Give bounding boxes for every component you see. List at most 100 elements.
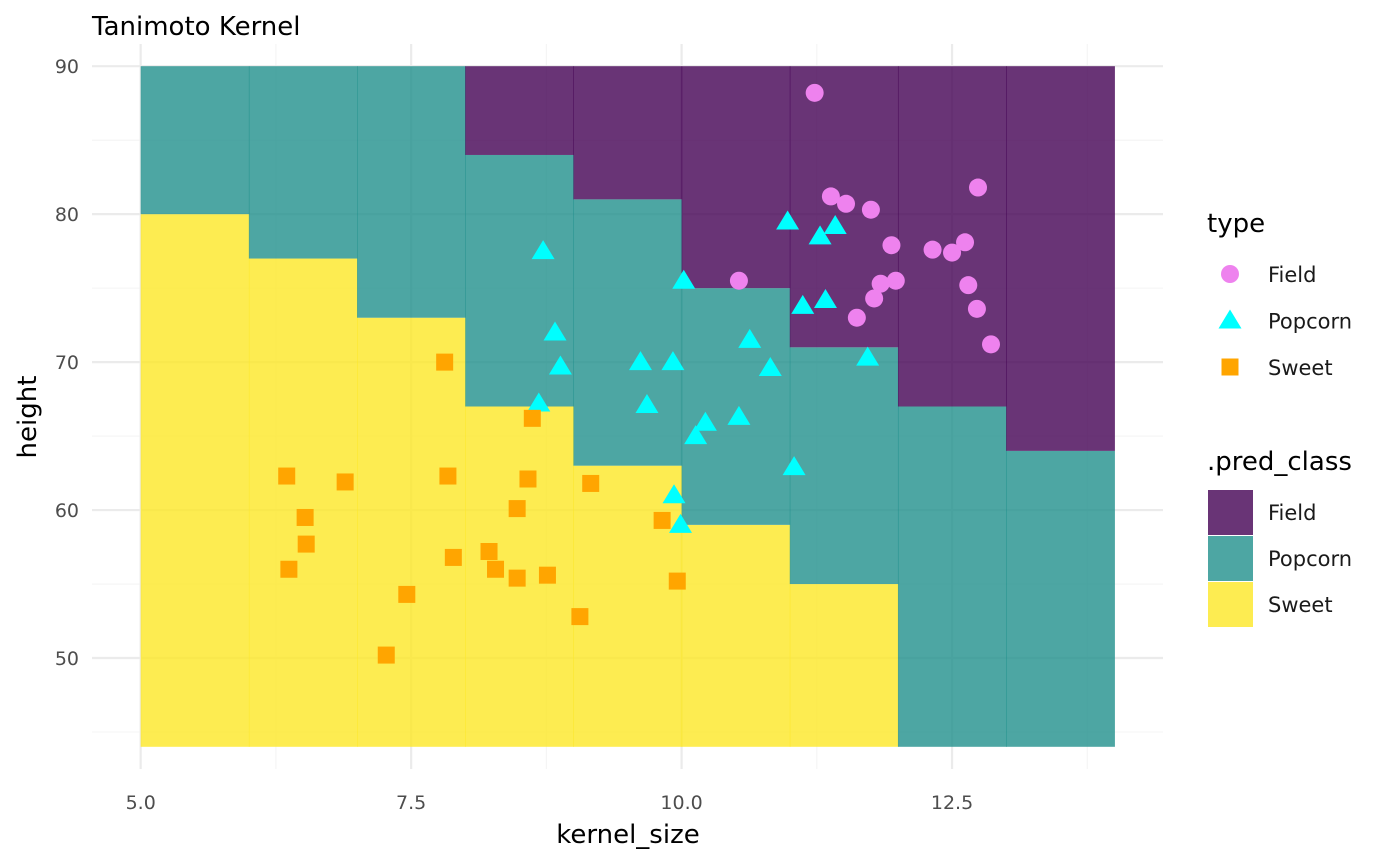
point-field [969, 178, 988, 197]
point-popcorn [635, 394, 659, 414]
legend-title-type: type [1207, 209, 1265, 239]
legend-label-pred-popcorn: Popcorn [1268, 547, 1352, 571]
point-field [886, 271, 905, 290]
point-popcorn [823, 214, 847, 234]
point-sweet [653, 511, 671, 529]
point-popcorn [628, 351, 652, 371]
point-field [956, 233, 975, 252]
point-field [729, 271, 748, 290]
point-popcorn [662, 484, 686, 504]
x-tick-label: 10.0 [660, 792, 702, 814]
point-popcorn [727, 405, 751, 425]
legend-swatch-field [1208, 490, 1253, 535]
point-sweet [336, 473, 354, 491]
point-popcorn [776, 210, 800, 230]
region-sweet [789, 584, 899, 747]
point-popcorn [813, 288, 837, 308]
point-popcorn [738, 328, 762, 348]
point-field [805, 83, 824, 102]
legend-label-pred-field: Field [1268, 501, 1316, 525]
region-popcorn [789, 347, 899, 585]
point-sweet [508, 500, 526, 518]
point-field [837, 194, 856, 213]
point-popcorn [548, 355, 572, 375]
point-sweet [480, 543, 498, 560]
point-sweet [398, 585, 416, 603]
legend-swatch-popcorn [1208, 536, 1253, 581]
point-field [847, 308, 866, 327]
point-popcorn [684, 425, 708, 445]
point-popcorn [661, 351, 685, 371]
region-popcorn [140, 66, 250, 215]
axis-ticks: 5.0 7.5 10.0 12.5 50 60 70 80 90 [55, 56, 973, 814]
legend-label-popcorn: Popcorn [1268, 310, 1352, 334]
region-field [1006, 66, 1115, 451]
point-popcorn [669, 513, 693, 533]
data-points [278, 83, 1000, 664]
point-sweet [280, 560, 298, 578]
y-tick-label: 50 [55, 648, 79, 670]
point-sweet [296, 508, 314, 526]
region-sweet [681, 524, 791, 747]
region-popcorn [573, 199, 683, 466]
legend-title-pred-class: .pred_class [1207, 447, 1352, 477]
legend-key-sweet [1221, 358, 1239, 376]
legend-label-pred-sweet: Sweet [1268, 593, 1333, 617]
legend-key-popcorn [1218, 309, 1242, 329]
region-popcorn [681, 288, 791, 525]
y-axis-title: height [13, 376, 43, 459]
point-sweet [668, 572, 686, 590]
point-sweet [436, 353, 454, 371]
legend-swatch-sweet [1208, 582, 1253, 627]
region-sweet [573, 465, 683, 747]
point-popcorn [791, 294, 815, 314]
point-popcorn [693, 411, 717, 431]
region-field [897, 66, 1007, 407]
region-sweet [248, 258, 358, 747]
legend-label-field: Field [1268, 263, 1316, 287]
region-sweet [357, 317, 466, 747]
point-field [943, 243, 962, 262]
x-axis-title: kernel_size [556, 820, 699, 850]
point-field [871, 274, 890, 293]
point-sweet [487, 560, 505, 578]
point-sweet [377, 646, 395, 664]
point-popcorn [531, 240, 555, 260]
y-tick-label: 60 [55, 500, 79, 522]
point-field [923, 240, 942, 259]
point-field [882, 236, 901, 255]
point-sweet [278, 467, 296, 485]
legend-key-field [1221, 265, 1239, 283]
point-sweet [519, 470, 537, 488]
point-popcorn [758, 357, 782, 377]
legend: type .pred_class Field Popcorn Sweet Field P… [1207, 209, 1352, 627]
prediction-regions [140, 66, 1115, 747]
chart-title: Tanimoto Kernel [91, 12, 301, 42]
point-popcorn [672, 269, 696, 289]
x-tick-label: 5.0 [126, 792, 156, 814]
y-tick-label: 80 [55, 204, 79, 226]
point-sweet [571, 608, 589, 626]
point-field [821, 187, 840, 206]
point-sweet [538, 566, 556, 584]
point-sweet [297, 535, 315, 553]
point-popcorn [543, 321, 567, 341]
region-popcorn [248, 66, 358, 259]
region-field [465, 66, 575, 155]
region-popcorn [357, 66, 466, 318]
region-popcorn [1006, 450, 1115, 747]
point-sweet [523, 409, 541, 427]
x-tick-label: 7.5 [396, 792, 426, 814]
region-sweet [140, 214, 250, 747]
x-tick-label: 12.5 [931, 792, 973, 814]
point-popcorn [782, 456, 806, 476]
point-sweet [439, 467, 457, 485]
point-field [861, 200, 880, 219]
region-popcorn [897, 406, 1007, 747]
point-popcorn [856, 346, 880, 366]
region-field [681, 66, 791, 289]
y-tick-label: 90 [55, 56, 79, 78]
point-popcorn [527, 392, 551, 412]
y-tick-label: 70 [55, 352, 79, 374]
